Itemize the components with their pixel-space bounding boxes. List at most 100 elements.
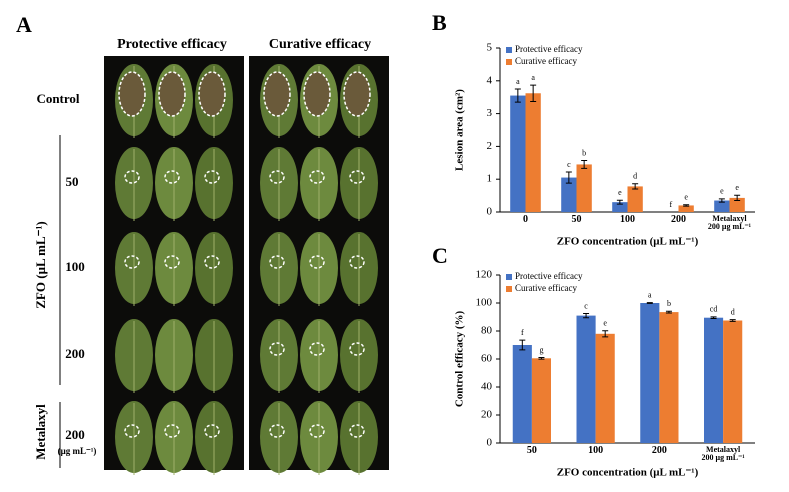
error-bar — [646, 302, 653, 304]
lesion — [124, 170, 140, 184]
x-tick-label-box: 100 — [620, 215, 635, 225]
significance-letter: a — [648, 290, 652, 299]
lesion — [124, 424, 140, 438]
significance-letter: d — [633, 172, 637, 181]
error-bar — [538, 356, 545, 360]
error-bar — [665, 310, 672, 314]
significance-letter: e — [720, 187, 724, 196]
lesion — [269, 342, 285, 356]
lesion — [164, 424, 180, 438]
lesion — [349, 424, 365, 438]
lesion — [204, 255, 220, 269]
column-title: Curative efficacy — [269, 37, 371, 52]
significance-letter: d — [731, 307, 735, 316]
x-tick-label-box: 50 — [572, 215, 582, 225]
lesion — [263, 71, 291, 117]
significance-letter: c — [567, 160, 571, 169]
error-bar — [632, 183, 639, 190]
significance-letter: b — [667, 299, 671, 308]
significance-letter: f — [521, 328, 524, 337]
bar — [714, 200, 730, 212]
error-bar — [514, 88, 521, 103]
x-tick-label-box: 50 — [527, 446, 537, 456]
legend-swatch — [506, 274, 512, 280]
error-bar — [683, 204, 690, 207]
panel-label: A — [16, 12, 32, 37]
bar — [729, 197, 745, 212]
bar — [678, 205, 694, 212]
x-tick-label-box: Metalaxyl 200 μg mL⁻¹ — [707, 215, 752, 232]
x-tick-label-box: 0 — [523, 215, 528, 225]
bar — [510, 95, 526, 212]
lesion — [349, 255, 365, 269]
significance-letter: b — [582, 148, 586, 157]
significance-letter: cd — [710, 305, 718, 314]
x-tick-label: 200 — [671, 215, 686, 225]
row-label: Control — [36, 91, 79, 106]
x-tick-label: 0 — [523, 215, 528, 225]
y-tick-label: 4 — [487, 74, 493, 86]
lesion — [309, 255, 325, 269]
significance-letter: a — [531, 73, 535, 82]
y-tick-label: 5 — [487, 42, 493, 54]
group-label: Metalaxyl — [33, 404, 48, 460]
y-axis-label: Control efficacy (%) — [454, 311, 466, 408]
bar — [512, 345, 532, 443]
lesion — [309, 170, 325, 184]
y-tick-label: 60 — [481, 353, 493, 365]
significance-letter: e — [735, 183, 739, 192]
bar — [576, 315, 596, 443]
lesion — [269, 424, 285, 438]
error-bar — [519, 339, 526, 351]
legend-label: Curative efficacy — [515, 283, 578, 293]
lesion — [309, 342, 325, 356]
error-bar — [710, 316, 717, 320]
error-bar — [718, 198, 725, 203]
legend-label: Protective efficacy — [515, 271, 583, 281]
bar — [612, 202, 628, 212]
lesion — [343, 71, 371, 117]
lesion — [269, 170, 285, 184]
bar — [723, 320, 743, 443]
y-tick-label: 20 — [481, 409, 493, 421]
legend-swatch — [506, 59, 512, 65]
bar — [525, 93, 541, 212]
x-tick-label: Metalaxyl 200 μg mL⁻¹ — [707, 215, 752, 232]
error-bar — [530, 84, 537, 102]
panel-label: B — [432, 10, 447, 35]
bar — [627, 186, 643, 212]
lesion — [124, 255, 140, 269]
row-label: 100 — [65, 259, 85, 274]
y-axis-label: Lesion area (cm²) — [454, 89, 466, 171]
x-tick-label-box: Metalaxyl 200 μg mL⁻¹ — [702, 446, 745, 462]
legend-swatch — [506, 47, 512, 53]
lesion — [269, 255, 285, 269]
row-label: 200 — [65, 427, 85, 442]
unit-note: (μg mL⁻¹) — [58, 446, 97, 456]
significance-letter: g — [539, 345, 543, 354]
error-bar — [581, 160, 588, 169]
x-axis-label: ZFO concentration (μL mL⁻¹) — [557, 467, 699, 479]
group-label: ZFO (μL mL⁻¹) — [33, 221, 48, 308]
x-tick-label-box: 100 — [588, 446, 604, 456]
lesion — [198, 71, 226, 117]
lesion — [349, 342, 365, 356]
x-axis-label: ZFO concentration (μL mL⁻¹) — [557, 236, 699, 248]
bar — [576, 164, 592, 212]
significance-letter: e — [684, 193, 688, 202]
row-label: 200 — [65, 346, 85, 361]
panel-label: C — [432, 243, 448, 268]
x-tick-label: 100 — [588, 446, 604, 456]
significance-letter: e — [618, 188, 622, 197]
x-tick-label: 100 — [620, 215, 635, 225]
column-title: Protective efficacy — [117, 37, 227, 52]
error-bar — [583, 313, 590, 319]
x-tick-label-box: 200 — [652, 446, 667, 456]
error-bar — [734, 194, 741, 202]
lesion — [204, 170, 220, 184]
y-tick-label: 2 — [487, 140, 493, 152]
y-tick-label: 0 — [487, 206, 493, 218]
bar — [704, 317, 724, 443]
lesion — [118, 71, 146, 117]
